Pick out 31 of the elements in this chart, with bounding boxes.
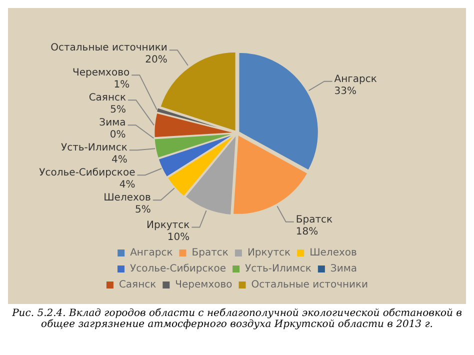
data-label: 18% bbox=[296, 226, 318, 238]
data-label: 1% bbox=[114, 80, 130, 91]
slice-label: Усть-Илимск bbox=[61, 142, 128, 154]
legend-label: Усолье-Сибирское bbox=[130, 264, 226, 275]
legend-label: Иркутск bbox=[247, 248, 291, 259]
data-label: 5% bbox=[135, 204, 151, 216]
slice-label: Саянск bbox=[88, 92, 126, 104]
slice-label: Братск bbox=[296, 214, 333, 226]
slice-label: Остальные источники bbox=[50, 42, 168, 54]
legend-label: Саянск bbox=[118, 280, 156, 291]
slice-label: Иркутск bbox=[146, 220, 190, 231]
legend-label: Усть-Илимск bbox=[245, 264, 312, 275]
legend-label: Ангарск bbox=[130, 248, 173, 259]
slice-label: Усолье-Сибирское bbox=[39, 168, 136, 179]
legend-label: Зима bbox=[330, 264, 358, 275]
data-label: 4% bbox=[119, 180, 136, 191]
text: 0% bbox=[110, 130, 126, 141]
data-label: 10% bbox=[167, 232, 190, 243]
legend-label: Остальные источники bbox=[251, 280, 368, 291]
text: Рис. 5.2.4. Вклад городов области с неблагополучной экологической обстановкой в общее загрязнение атмосферного воздуха Иркутской области в 2013 г. bbox=[8, 304, 466, 334]
legend-label: Шелехов bbox=[310, 248, 358, 259]
slice-label: Шелехов bbox=[104, 192, 152, 204]
legend-label: Братск bbox=[192, 248, 228, 259]
legend-label: Черемхово bbox=[175, 280, 232, 291]
slice-label: Черемхово bbox=[72, 68, 130, 79]
data-label: 33% bbox=[334, 86, 357, 97]
data-label: 5% bbox=[110, 104, 126, 116]
data-label: 4% bbox=[112, 154, 128, 166]
data-label: 20% bbox=[145, 54, 168, 66]
slice-label: Ангарск bbox=[334, 74, 377, 85]
category-label: Зима bbox=[99, 118, 126, 129]
